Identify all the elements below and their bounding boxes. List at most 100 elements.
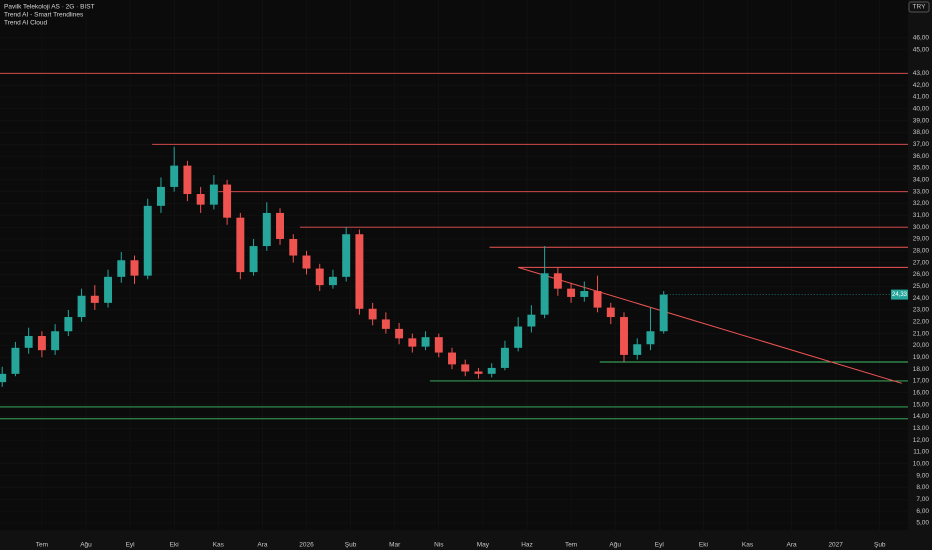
y-tick-label: 34,00 bbox=[913, 177, 930, 184]
candle-body bbox=[51, 331, 60, 351]
candle-body bbox=[381, 319, 390, 329]
candle-body bbox=[527, 314, 536, 327]
candle-body bbox=[461, 364, 470, 372]
indicator-name: Trend AI - Smart Trendlines bbox=[4, 12, 84, 19]
candle-body bbox=[395, 328, 404, 339]
candle-body bbox=[117, 260, 126, 277]
x-tick-label: 2026 bbox=[299, 542, 314, 549]
x-tick-label: Kas bbox=[213, 542, 225, 549]
y-tick-label: 27,00 bbox=[913, 259, 930, 266]
x-tick-label: May bbox=[477, 542, 490, 549]
y-tick-label: 40,00 bbox=[913, 106, 930, 113]
y-tick-label: 46,00 bbox=[913, 35, 930, 42]
candle-body bbox=[37, 335, 46, 351]
x-tick-label: Eki bbox=[699, 542, 708, 549]
candle-body bbox=[209, 184, 218, 205]
y-tick-label: 21,00 bbox=[913, 330, 930, 337]
x-tick-label: Ağu bbox=[609, 542, 621, 549]
candle-body bbox=[223, 184, 232, 218]
y-tick-label: 15,00 bbox=[913, 401, 930, 408]
candle-body bbox=[580, 291, 589, 297]
y-tick-label: 45,00 bbox=[913, 46, 930, 53]
y-tick-label: 26,00 bbox=[913, 271, 930, 278]
x-tick-label: Eki bbox=[170, 542, 179, 549]
y-tick-label: 38,00 bbox=[913, 129, 930, 136]
chart-title: Pavilk Telekoloji AS · 2G · BIST bbox=[4, 4, 95, 11]
y-tick-label: 9,00 bbox=[916, 472, 929, 479]
candle-body bbox=[262, 212, 271, 247]
y-tick-label: 6,00 bbox=[916, 508, 929, 515]
y-tick-label: 17,00 bbox=[913, 378, 930, 385]
candle-body bbox=[487, 367, 496, 374]
candle-body bbox=[421, 337, 430, 347]
candle-body bbox=[567, 288, 576, 297]
y-tick-label: 32,00 bbox=[913, 200, 930, 207]
candle-body bbox=[130, 260, 139, 276]
y-tick-label: 18,00 bbox=[913, 366, 930, 373]
currency-box[interactable] bbox=[908, 1, 930, 13]
trendline bbox=[518, 266, 902, 384]
candle-body bbox=[156, 186, 165, 206]
x-tick-label: Nis bbox=[434, 542, 444, 549]
x-tick-label: Şub bbox=[345, 542, 357, 549]
time-axis bbox=[0, 530, 932, 550]
y-tick-label: 11,00 bbox=[913, 449, 929, 456]
candle-body bbox=[196, 194, 205, 205]
candle-body bbox=[64, 317, 73, 332]
candle-body bbox=[448, 352, 456, 365]
y-tick-label: 10,00 bbox=[913, 460, 930, 467]
y-tick-label: 33,00 bbox=[913, 188, 930, 195]
y-tick-label: 23,00 bbox=[913, 307, 930, 314]
y-tick-label: 39,00 bbox=[913, 117, 930, 124]
candle-body bbox=[646, 331, 655, 345]
candle-body bbox=[342, 234, 351, 277]
candle-body bbox=[11, 347, 20, 374]
y-tick-label: 28,00 bbox=[913, 248, 930, 255]
candle-body bbox=[143, 205, 152, 276]
y-tick-label: 35,00 bbox=[913, 165, 930, 172]
candle-body bbox=[368, 308, 377, 320]
y-tick-label: 12,00 bbox=[913, 437, 930, 444]
y-tick-label: 42,00 bbox=[913, 82, 930, 89]
x-tick-label: Haz bbox=[521, 542, 533, 549]
candle-body bbox=[249, 246, 258, 273]
y-tick-label: 16,00 bbox=[913, 389, 930, 396]
candle-body bbox=[553, 273, 562, 289]
candle-body bbox=[408, 338, 417, 347]
x-tick-label: Ara bbox=[787, 542, 798, 549]
candle-body bbox=[0, 373, 7, 383]
candle-body bbox=[620, 317, 628, 355]
x-tick-label: Tem bbox=[36, 542, 48, 549]
y-tick-label: 7,00 bbox=[916, 496, 929, 503]
x-tick-label: Ağu bbox=[80, 542, 92, 549]
candle-body bbox=[474, 371, 483, 374]
y-tick-label: 41,00 bbox=[913, 94, 930, 101]
candle-body bbox=[170, 165, 179, 187]
candle-body bbox=[77, 295, 86, 318]
x-tick-label: Ara bbox=[257, 542, 268, 549]
indicator-name: Trend AI Cloud bbox=[4, 20, 48, 27]
candle-body bbox=[606, 307, 615, 318]
candle-body bbox=[24, 335, 33, 348]
candle-body bbox=[276, 212, 284, 239]
x-tick-label: Mar bbox=[389, 542, 401, 549]
y-tick-label: 29,00 bbox=[913, 236, 930, 243]
x-tick-label: Kas bbox=[742, 542, 754, 549]
x-tick-label: Eyl bbox=[126, 542, 136, 549]
x-tick-label: Eyl bbox=[655, 542, 665, 549]
candle-body bbox=[514, 326, 523, 348]
candle-body bbox=[633, 344, 642, 355]
y-tick-label: 25,00 bbox=[913, 283, 930, 290]
y-tick-label: 13,00 bbox=[913, 425, 930, 432]
candle-body bbox=[315, 268, 324, 286]
last-price-label: 24,33 bbox=[892, 292, 908, 298]
candle-body bbox=[593, 291, 602, 308]
y-tick-label: 22,00 bbox=[913, 319, 930, 326]
currency[interactable]: TRY bbox=[913, 4, 927, 11]
x-tick-label: Şub bbox=[874, 542, 886, 549]
y-tick-label: 36,00 bbox=[913, 153, 930, 160]
y-tick-label: 43,00 bbox=[913, 70, 930, 77]
candle-body bbox=[355, 234, 364, 309]
price-axis bbox=[908, 0, 932, 530]
